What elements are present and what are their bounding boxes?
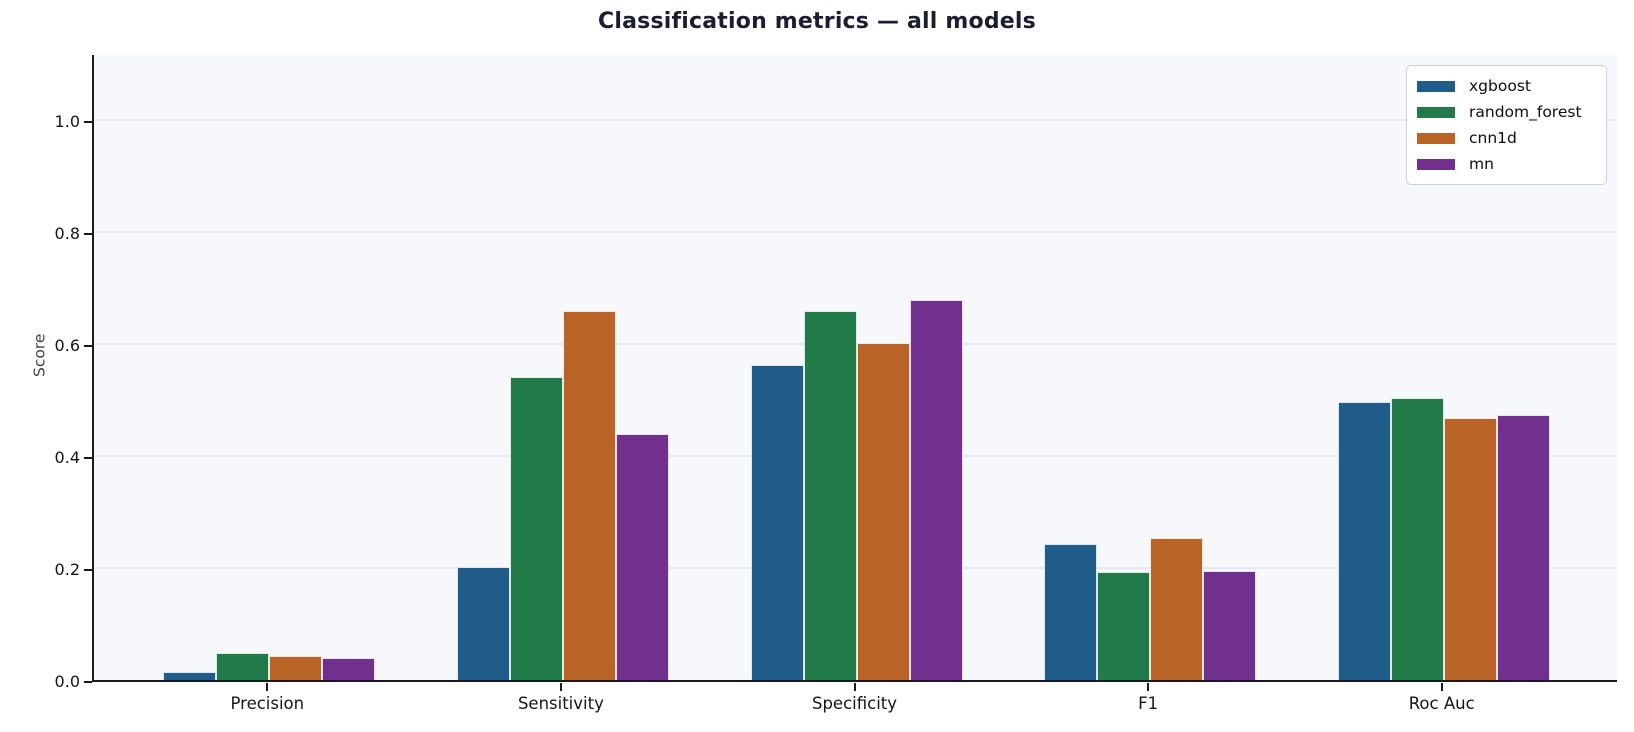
y-tick-label: 0.2 <box>54 560 80 580</box>
bar-random_forest-sensitivity <box>509 377 563 680</box>
legend-item-mn: mn <box>1417 151 1596 177</box>
bar-cnn1d-sensitivity <box>562 310 616 680</box>
bar-xgboost-specificity <box>750 364 804 680</box>
legend-label: mn <box>1469 155 1494 173</box>
bar-cnn1d-precision <box>269 655 323 680</box>
legend-label: cnn1d <box>1469 129 1517 147</box>
x-tick-label: Sensitivity <box>517 694 604 713</box>
bar-mn-f1 <box>1203 571 1257 680</box>
bar-group-sensitivity <box>456 55 669 680</box>
bar-xgboost-precision <box>163 671 217 680</box>
legend-label: xgboost <box>1469 77 1531 95</box>
y-tick-label: 0.4 <box>54 448 80 468</box>
bar-cnn1d-roc-auc <box>1443 418 1497 680</box>
x-tick-label: F1 <box>1138 694 1159 713</box>
bar-mn-specificity <box>909 300 963 680</box>
legend-swatch-icon <box>1417 80 1455 92</box>
bar-cnn1d-f1 <box>1150 538 1204 680</box>
bar-xgboost-f1 <box>1044 543 1098 680</box>
bar-random_forest-specificity <box>803 310 857 680</box>
x-tick-mark <box>559 683 562 691</box>
bar-mn-roc-auc <box>1496 414 1550 680</box>
x-tick-mark <box>1440 683 1443 691</box>
plot-area <box>92 55 1617 682</box>
y-tick-mark <box>84 457 92 460</box>
bar-random_forest-f1 <box>1097 571 1151 680</box>
bar-xgboost-roc-auc <box>1337 402 1391 680</box>
bar-group-roc-auc <box>1337 55 1550 680</box>
legend-swatch-icon <box>1417 132 1455 144</box>
legend: xgboost random_forest cnn1d mn <box>1406 65 1607 185</box>
bar-group-f1 <box>1044 55 1257 680</box>
y-tick-mark <box>84 345 92 348</box>
x-tick-label: Precision <box>230 694 305 713</box>
bar-random_forest-precision <box>216 652 270 680</box>
x-tick-label: Roc Auc <box>1408 694 1475 713</box>
gridline <box>94 119 1617 122</box>
y-tick-label: 0.0 <box>54 672 80 691</box>
chart-title: Classification metrics — all models <box>598 9 1036 34</box>
x-tick-mark <box>1147 683 1150 691</box>
x-tick-mark <box>853 683 856 691</box>
y-tick-label: 0.6 <box>54 336 80 356</box>
bar-mn-sensitivity <box>615 434 669 680</box>
bar-group-specificity <box>750 55 963 680</box>
bar-mn-precision <box>322 658 376 680</box>
legend-item-cnn1d: cnn1d <box>1417 125 1596 151</box>
bar-xgboost-sensitivity <box>456 567 510 680</box>
y-tick-mark <box>84 121 92 124</box>
y-tick-label: 1.0 <box>54 112 80 132</box>
y-tick-mark <box>84 233 92 236</box>
legend-swatch-icon <box>1417 158 1455 170</box>
x-tick-mark <box>266 683 269 691</box>
legend-item-xgboost: xgboost <box>1417 73 1596 99</box>
y-tick-label: 0.8 <box>54 224 80 244</box>
gridline <box>94 231 1617 234</box>
legend-swatch-icon <box>1417 106 1455 118</box>
bar-cnn1d-specificity <box>856 343 910 680</box>
bar-random_forest-roc-auc <box>1390 398 1444 680</box>
y-tick-mark <box>84 681 92 683</box>
x-tick-label: Specificity <box>811 694 898 713</box>
legend-label: random_forest <box>1469 103 1582 121</box>
bar-group-precision <box>163 55 376 680</box>
legend-item-random_forest: random_forest <box>1417 99 1596 125</box>
y-tick-mark <box>84 569 92 572</box>
